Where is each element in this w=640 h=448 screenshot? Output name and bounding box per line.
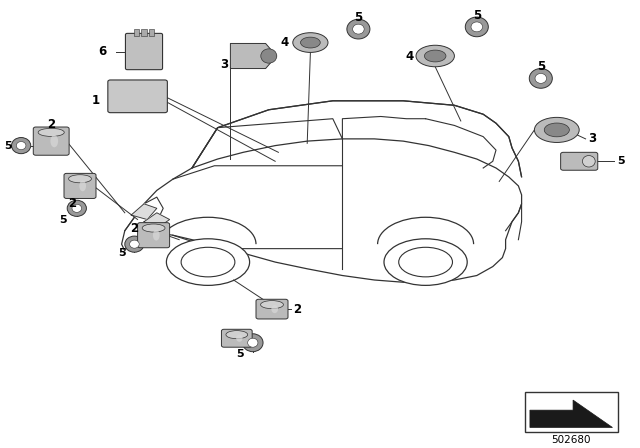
Ellipse shape (535, 73, 547, 83)
Polygon shape (122, 139, 522, 282)
Ellipse shape (38, 128, 64, 136)
Text: 2: 2 (47, 118, 55, 131)
Text: 5: 5 (118, 248, 125, 258)
Bar (141, 29, 147, 35)
Ellipse shape (129, 240, 140, 248)
Ellipse shape (292, 33, 328, 52)
Ellipse shape (260, 301, 284, 309)
Text: 5: 5 (355, 10, 362, 24)
Text: 6: 6 (99, 45, 106, 58)
Text: 4: 4 (406, 49, 413, 63)
Ellipse shape (67, 200, 86, 216)
Text: 2: 2 (68, 197, 76, 211)
Ellipse shape (226, 331, 248, 339)
Ellipse shape (384, 239, 467, 285)
Ellipse shape (181, 247, 235, 277)
Polygon shape (230, 43, 276, 69)
FancyBboxPatch shape (64, 173, 96, 198)
FancyBboxPatch shape (256, 299, 288, 319)
Text: 5: 5 (473, 9, 481, 22)
Text: 5: 5 (537, 60, 545, 73)
Ellipse shape (166, 239, 250, 285)
Text: 4: 4 (281, 36, 289, 49)
Ellipse shape (153, 230, 159, 241)
FancyBboxPatch shape (221, 329, 252, 347)
Ellipse shape (125, 236, 144, 252)
Ellipse shape (271, 305, 278, 313)
Bar (525, 392, 618, 432)
Ellipse shape (236, 335, 243, 342)
Bar (134, 29, 139, 35)
Ellipse shape (529, 69, 552, 88)
Bar (149, 29, 154, 35)
Text: 3: 3 (588, 132, 596, 146)
Ellipse shape (544, 123, 570, 137)
Ellipse shape (399, 247, 452, 277)
Text: 5: 5 (236, 349, 244, 359)
FancyBboxPatch shape (138, 223, 170, 248)
Ellipse shape (142, 224, 165, 232)
Polygon shape (144, 213, 170, 228)
Ellipse shape (79, 181, 86, 191)
Ellipse shape (534, 117, 579, 142)
FancyBboxPatch shape (108, 80, 167, 112)
Ellipse shape (248, 338, 258, 347)
Polygon shape (131, 204, 157, 220)
Ellipse shape (51, 135, 58, 147)
Text: 1: 1 (92, 94, 100, 108)
Ellipse shape (301, 37, 320, 48)
Text: 5: 5 (4, 141, 12, 151)
Text: 2: 2 (131, 222, 138, 235)
Ellipse shape (424, 50, 446, 62)
FancyBboxPatch shape (561, 152, 598, 170)
Text: 3: 3 (220, 58, 228, 72)
FancyBboxPatch shape (33, 127, 69, 155)
Ellipse shape (72, 204, 82, 212)
Ellipse shape (353, 24, 364, 34)
FancyBboxPatch shape (125, 34, 163, 69)
Ellipse shape (261, 49, 277, 63)
Ellipse shape (347, 19, 370, 39)
Polygon shape (530, 400, 612, 427)
Ellipse shape (416, 45, 454, 67)
Ellipse shape (17, 142, 26, 150)
Ellipse shape (12, 138, 31, 154)
Ellipse shape (465, 17, 488, 37)
Ellipse shape (471, 22, 483, 32)
Ellipse shape (243, 334, 263, 352)
Ellipse shape (582, 155, 595, 167)
Text: 5: 5 (59, 215, 67, 224)
Ellipse shape (68, 175, 92, 183)
Text: 2: 2 (294, 302, 301, 316)
Text: 5: 5 (617, 156, 625, 166)
Text: 502680: 502680 (552, 435, 591, 445)
